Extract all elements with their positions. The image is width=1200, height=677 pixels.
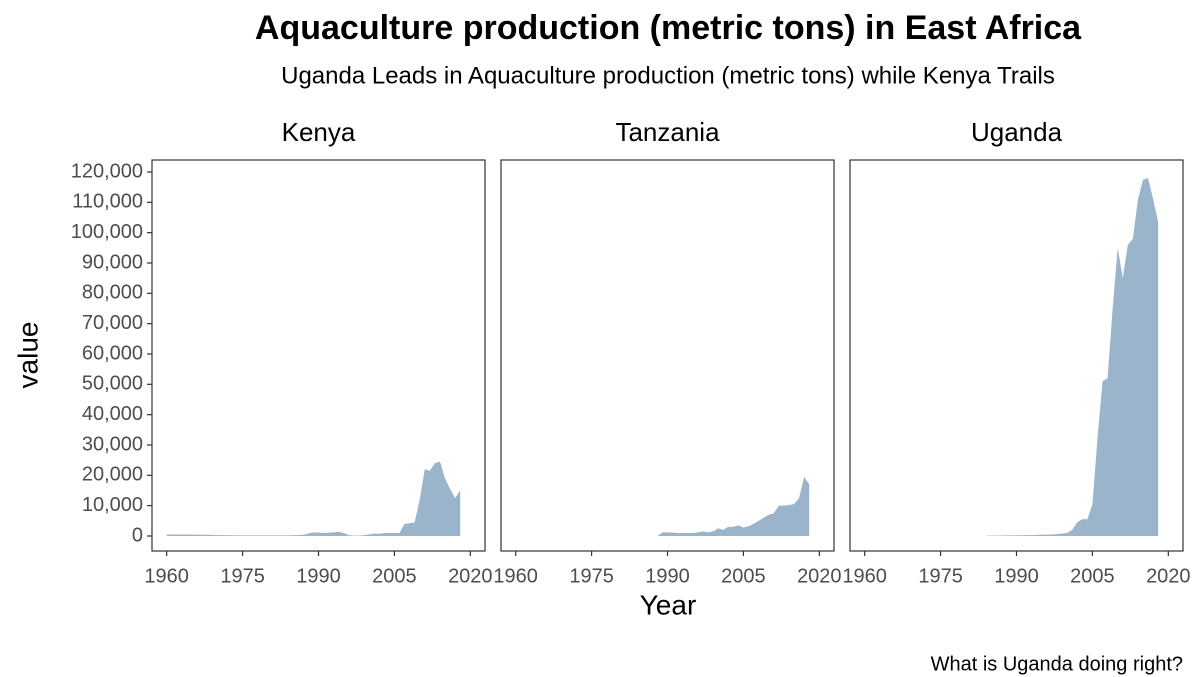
area	[166, 461, 461, 536]
x-tick-label: 2005	[372, 565, 417, 587]
y-tick-label: 20,000	[82, 464, 143, 486]
y-tick-label: 0	[132, 524, 143, 546]
y-tick-label: 50,000	[82, 373, 143, 395]
x-tick-label: 2005	[721, 565, 766, 587]
y-tick-label: 110,000	[72, 191, 143, 213]
x-tick-label: 1990	[994, 565, 1039, 587]
x-tick-label: 1990	[645, 565, 690, 587]
y-tick-label: 60,000	[82, 342, 143, 364]
x-tick-label: 2020	[1146, 565, 1191, 587]
y-tick-label: 40,000	[82, 403, 143, 425]
panel-border	[500, 159, 835, 552]
y-tick-label: 120,000	[71, 160, 143, 182]
facet-label: Kenya	[282, 117, 356, 147]
y-tick-label: 80,000	[82, 282, 143, 304]
area	[657, 476, 810, 536]
caption: What is Uganda doing right?	[931, 653, 1183, 675]
y-tick-label: 100,000	[71, 221, 143, 243]
x-tick-label: 2005	[1070, 565, 1115, 587]
x-tick-label: 2020	[448, 565, 493, 587]
facet-label: Tanzania	[615, 117, 720, 147]
y-tick-label: 10,000	[82, 494, 143, 516]
x-tick-label: 1960	[493, 565, 538, 587]
area	[986, 178, 1159, 536]
x-tick-label: 2020	[797, 565, 842, 587]
chart-title: Aquaculture production (metric tons) in …	[255, 9, 1082, 47]
facet-label: Uganda	[971, 117, 1063, 147]
y-tick-label: 70,000	[82, 312, 143, 334]
x-tick-label: 1975	[220, 565, 265, 587]
x-axis-label: Year	[640, 589, 697, 620]
x-tick-label: 1960	[842, 565, 887, 587]
y-axis-label: value	[12, 322, 43, 389]
y-tick-label: 30,000	[82, 433, 143, 455]
x-tick-label: 1975	[569, 565, 614, 587]
x-tick-label: 1990	[296, 565, 341, 587]
x-tick-label: 1960	[144, 565, 189, 587]
chart-subtitle: Uganda Leads in Aquaculture production (…	[281, 62, 1055, 89]
x-tick-label: 1975	[918, 565, 963, 587]
y-tick-label: 90,000	[82, 251, 143, 273]
